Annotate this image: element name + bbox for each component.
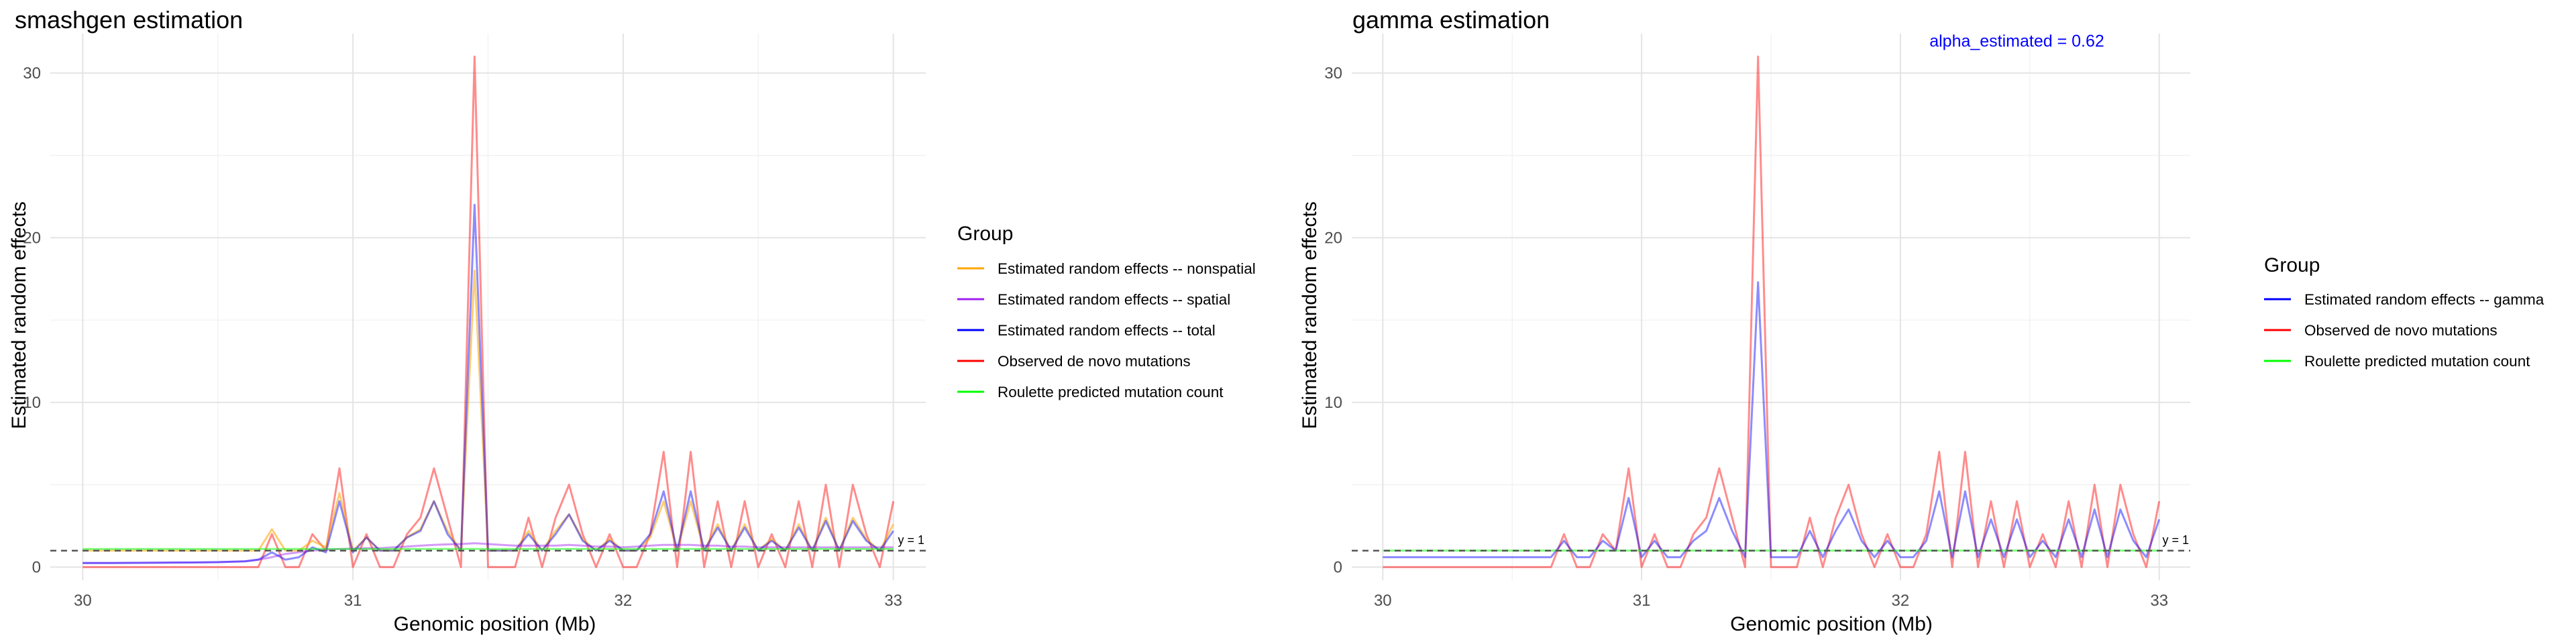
reference-line-label: y = 1 — [2162, 533, 2189, 547]
y-axis-title: Estimated random effects — [1299, 201, 1321, 429]
y-tick-label: 10 — [1324, 394, 1342, 412]
y-axis-title: Estimated random effects — [8, 201, 30, 429]
grid — [50, 34, 926, 580]
x-axis-title: Genomic position (Mb) — [1730, 613, 1933, 635]
y-tick-label: 20 — [1324, 229, 1342, 247]
series-line-estimated-random-effects-nonspatial — [83, 270, 895, 552]
alpha-annotation: alpha_estimated = 0.62 — [1929, 32, 2104, 51]
gamma-chart-panel: gamma estimation Genomic position (Mb) E… — [1288, 0, 2576, 644]
legend-entry-label: Estimated random effects -- spatial — [998, 291, 1230, 308]
y-tick-label: 20 — [23, 229, 41, 247]
chart-title: smashgen estimation — [15, 6, 243, 34]
legend-entry-label: Observed de novo mutations — [2304, 322, 2498, 339]
x-tick-label: 32 — [1892, 592, 1910, 610]
y-tick-label: 30 — [23, 64, 41, 83]
legend-title: Group — [2264, 254, 2320, 276]
x-tick-label: 31 — [1633, 592, 1651, 610]
legend-entry-label: Estimated random effects -- nonspatial — [998, 260, 1256, 277]
smashgen-chart-panel: smashgen estimation Genomic position (Mb… — [8, 6, 1256, 635]
legend-entry-label: Roulette predicted mutation count — [2304, 353, 2530, 370]
x-axis-title: Genomic position (Mb) — [394, 613, 596, 635]
y-tick-label: 30 — [1324, 64, 1342, 83]
legend-entry-label: Estimated random effects -- gamma — [2304, 291, 2544, 308]
grid — [1352, 34, 2190, 580]
x-tick-label: 30 — [1374, 592, 1392, 610]
x-tick-label: 30 — [74, 592, 92, 610]
smashgen-chart: smashgen estimation Genomic position (Mb… — [8, 6, 1256, 635]
y-tick-label: 0 — [32, 558, 41, 576]
x-tick-label: 33 — [2150, 592, 2168, 610]
x-tick-label: 31 — [344, 592, 362, 610]
y-tick-label: 10 — [23, 394, 41, 412]
y-tick-label: 0 — [1334, 558, 1342, 576]
legend-entry-label: Roulette predicted mutation count — [998, 384, 1224, 400]
legend-title: Group — [957, 223, 1013, 245]
series-line-observed-de-novo-mutations — [1383, 55, 2161, 568]
series-line-observed-de-novo-mutations — [83, 55, 895, 568]
chart-title: gamma estimation — [1352, 6, 1550, 34]
series-line-estimated-random-effects-total — [83, 203, 894, 564]
series-line-estimated-random-effects-spatial — [83, 542, 894, 564]
reference-line-label: y = 1 — [898, 533, 924, 547]
gamma-chart: gamma estimation Genomic position (Mb) E… — [1299, 6, 2544, 635]
legend-entry-label: Estimated random effects -- total — [998, 322, 1216, 339]
x-tick-label: 33 — [884, 592, 902, 610]
x-tick-label: 32 — [614, 592, 633, 610]
legend-entry-label: Observed de novo mutations — [998, 353, 1191, 370]
series-line-estimated-random-effects-gamma — [1383, 281, 2161, 559]
